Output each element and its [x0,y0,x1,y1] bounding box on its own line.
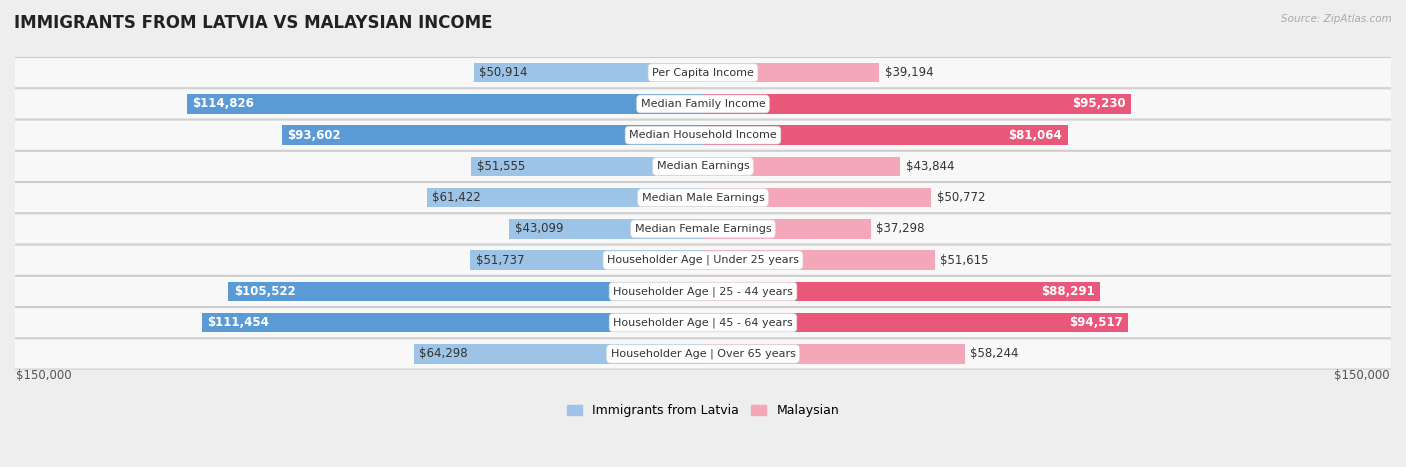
Bar [703,157,900,176]
Text: $43,844: $43,844 [905,160,955,173]
Text: $51,555: $51,555 [477,160,524,173]
Text: Per Capita Income: Per Capita Income [652,68,754,78]
Bar [187,94,703,113]
FancyBboxPatch shape [8,120,1398,150]
Text: $93,602: $93,602 [287,129,342,142]
Bar [283,126,703,145]
Bar [703,250,935,270]
Text: Median Earnings: Median Earnings [657,162,749,171]
Bar [427,188,703,207]
Text: $105,522: $105,522 [233,285,295,298]
Text: $95,230: $95,230 [1073,98,1126,110]
FancyBboxPatch shape [8,339,1398,369]
Text: Householder Age | Under 25 years: Householder Age | Under 25 years [607,255,799,265]
Text: $64,298: $64,298 [419,347,468,361]
Text: $61,422: $61,422 [432,191,481,204]
Text: Householder Age | Over 65 years: Householder Age | Over 65 years [610,349,796,359]
Bar [471,250,703,270]
Text: IMMIGRANTS FROM LATVIA VS MALAYSIAN INCOME: IMMIGRANTS FROM LATVIA VS MALAYSIAN INCO… [14,14,492,32]
Bar [703,282,1099,301]
Legend: Immigrants from Latvia, Malaysian: Immigrants from Latvia, Malaysian [562,399,844,422]
Bar [703,219,870,239]
Bar [229,282,703,301]
Bar [703,344,965,364]
FancyBboxPatch shape [8,89,1398,119]
Text: Median Male Earnings: Median Male Earnings [641,193,765,203]
Text: Median Family Income: Median Family Income [641,99,765,109]
Text: Source: ZipAtlas.com: Source: ZipAtlas.com [1281,14,1392,24]
Bar [703,94,1132,113]
Text: $111,454: $111,454 [207,316,269,329]
Text: Householder Age | 25 - 44 years: Householder Age | 25 - 44 years [613,286,793,297]
Text: Median Female Earnings: Median Female Earnings [634,224,772,234]
FancyBboxPatch shape [8,57,1398,88]
Bar [509,219,703,239]
Text: $58,244: $58,244 [970,347,1019,361]
Bar [703,188,931,207]
Bar [703,63,879,82]
Text: Householder Age | 45 - 64 years: Householder Age | 45 - 64 years [613,318,793,328]
Bar [413,344,703,364]
Text: $150,000: $150,000 [17,368,72,382]
Bar [703,126,1067,145]
Text: Median Household Income: Median Household Income [628,130,778,140]
Text: $114,826: $114,826 [193,98,254,110]
Bar [703,313,1128,333]
FancyBboxPatch shape [8,151,1398,182]
Bar [471,157,703,176]
Text: $51,737: $51,737 [475,254,524,267]
Text: $51,615: $51,615 [941,254,988,267]
FancyBboxPatch shape [8,307,1398,338]
Text: $81,064: $81,064 [1008,129,1062,142]
FancyBboxPatch shape [8,214,1398,244]
Text: $88,291: $88,291 [1040,285,1095,298]
Text: $94,517: $94,517 [1069,316,1122,329]
Text: $39,194: $39,194 [884,66,934,79]
Bar [474,63,703,82]
Text: $43,099: $43,099 [515,222,562,235]
Bar [202,313,703,333]
FancyBboxPatch shape [8,276,1398,306]
Text: $37,298: $37,298 [876,222,925,235]
Text: $50,772: $50,772 [936,191,986,204]
FancyBboxPatch shape [8,183,1398,213]
Text: $150,000: $150,000 [1334,368,1389,382]
FancyBboxPatch shape [8,245,1398,276]
Text: $50,914: $50,914 [479,66,527,79]
